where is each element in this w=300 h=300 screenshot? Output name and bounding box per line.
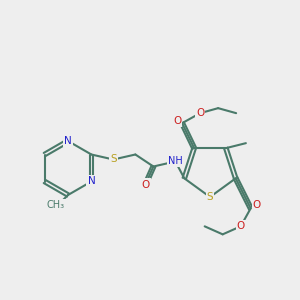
Text: O: O xyxy=(173,116,181,126)
Text: NH: NH xyxy=(168,157,183,166)
Text: O: O xyxy=(253,200,261,210)
Text: O: O xyxy=(237,221,245,231)
Text: N: N xyxy=(88,176,95,187)
Text: S: S xyxy=(110,154,117,164)
Text: O: O xyxy=(141,179,149,190)
Text: O: O xyxy=(196,108,204,118)
Text: CH₃: CH₃ xyxy=(47,200,65,210)
Text: N: N xyxy=(64,136,72,146)
Text: S: S xyxy=(207,192,213,202)
